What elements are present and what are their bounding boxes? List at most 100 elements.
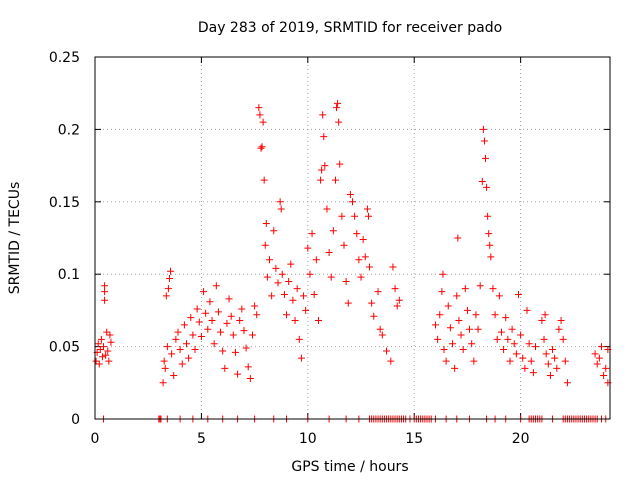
data-point [97, 335, 105, 343]
data-point [551, 354, 559, 362]
x-tick-label: 10 [299, 431, 317, 447]
grid-layer [95, 57, 610, 419]
data-point [101, 296, 109, 304]
data-point [483, 183, 491, 191]
data-point [323, 205, 331, 213]
data-point [497, 328, 505, 336]
data-point [320, 133, 328, 141]
data-point [159, 379, 167, 387]
data-point [319, 111, 327, 119]
x-tick-label: 20 [512, 431, 530, 447]
data-point [510, 340, 518, 348]
data-point [170, 372, 178, 380]
data-point [167, 267, 175, 275]
data-point [98, 353, 106, 361]
data-point [470, 357, 478, 365]
data-point [440, 345, 448, 353]
data-point [451, 364, 459, 372]
data-point [163, 343, 171, 351]
data-point [242, 344, 250, 352]
data-point [393, 302, 401, 310]
data-point [248, 331, 256, 339]
data-point [472, 311, 480, 319]
data-point [389, 263, 397, 271]
data-point [479, 125, 487, 133]
data-point [312, 256, 320, 264]
data-point [461, 285, 469, 293]
data-point [395, 296, 403, 304]
data-point [314, 317, 322, 325]
data-point [176, 345, 184, 353]
data-point [336, 160, 344, 168]
data-point [210, 340, 218, 348]
data-point [504, 335, 512, 343]
data-point [600, 372, 608, 380]
data-point [306, 270, 314, 278]
data-point [103, 328, 111, 336]
data-point [187, 314, 195, 322]
data-point [544, 360, 552, 368]
data-point [172, 335, 180, 343]
data-point [340, 241, 348, 249]
data-point [357, 273, 365, 281]
data-point [253, 311, 261, 319]
data-point [197, 332, 205, 340]
data-point [202, 309, 210, 317]
data-point [102, 351, 110, 359]
data-point [453, 292, 461, 300]
data-point [542, 350, 550, 358]
data-point [164, 285, 172, 293]
data-point [260, 176, 268, 184]
data-point [474, 325, 482, 333]
data-point [482, 154, 490, 162]
data-point [225, 295, 233, 303]
data-point [502, 314, 510, 322]
data-point [446, 324, 454, 332]
data-point [214, 308, 222, 316]
data-point [189, 331, 197, 339]
plot-frame [94, 56, 611, 420]
data-point [444, 302, 452, 310]
chart-title: Day 283 of 2019, SRMTID for receiver pad… [198, 20, 502, 36]
data-point [289, 296, 297, 304]
data-point [274, 279, 282, 287]
y-tick-label: 0.1 [58, 267, 80, 283]
data-point [234, 370, 242, 378]
data-point [219, 347, 227, 355]
data-point [94, 340, 102, 348]
data-point [602, 364, 610, 372]
data-point [455, 317, 463, 325]
data-point [168, 350, 176, 358]
data-point [368, 299, 376, 307]
data-point [217, 328, 225, 336]
data-point [480, 137, 488, 145]
data-point [519, 354, 527, 362]
data-point [257, 144, 265, 152]
data-point [310, 290, 318, 298]
data-point [557, 317, 565, 325]
data-point [521, 364, 529, 372]
data-point [246, 374, 254, 382]
data-point [208, 317, 216, 325]
data-point [293, 285, 301, 293]
data-point [283, 311, 291, 319]
data-point [200, 288, 208, 296]
data-point [165, 275, 173, 283]
data-point [268, 292, 276, 300]
data-point [439, 270, 447, 278]
data-point [344, 299, 352, 307]
data-point [506, 357, 514, 365]
data-point [297, 354, 305, 362]
data-point [104, 347, 112, 355]
data-point [92, 357, 100, 365]
data-point [272, 264, 280, 272]
data-point [251, 302, 259, 310]
data-point [100, 343, 108, 351]
data-point [287, 260, 295, 268]
data-point [546, 372, 554, 380]
data-point [523, 306, 531, 314]
data-point [105, 357, 113, 365]
data-point [489, 285, 497, 293]
data-point [538, 317, 546, 325]
data-point [333, 104, 341, 112]
